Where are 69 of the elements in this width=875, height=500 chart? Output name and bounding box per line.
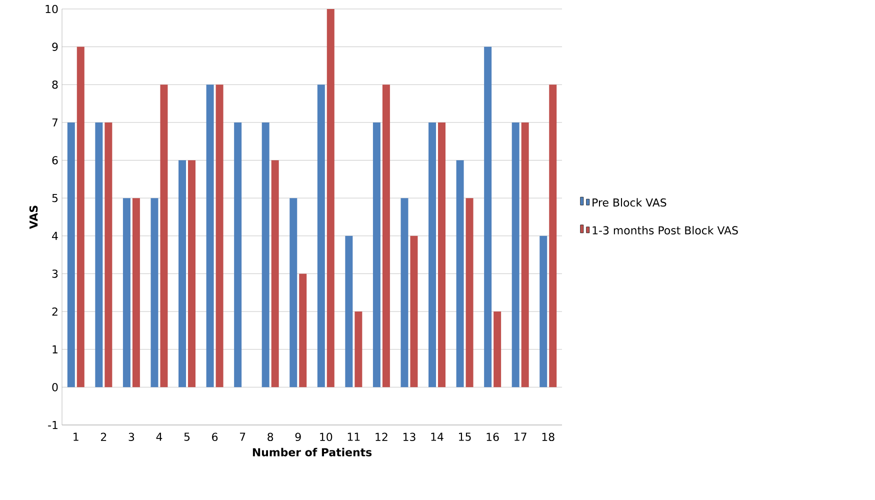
bar [290,198,298,388]
bar [410,236,418,388]
bar [521,122,529,388]
x-tick-label: 4 [156,432,162,441]
y-tick-label: -1 [48,420,58,429]
bar [95,122,103,388]
x-tick-label: 8 [268,432,274,442]
y-tick-label: 5 [52,194,58,202]
bar [178,160,186,388]
x-tick-label: 11 [348,432,360,441]
bar [299,274,307,388]
legend-label: Pre Block VAS [592,198,666,207]
bar [354,312,362,388]
bar [428,122,436,388]
bar [466,198,474,388]
x-tick-label: 15 [459,432,471,441]
y-tick-label: 3 [52,270,58,278]
x-tick-label: 12 [376,432,388,441]
y-axis-title: VAS [29,206,38,229]
bar [512,122,520,388]
bar [456,160,464,388]
bar [67,122,75,388]
bar [438,122,446,388]
x-tick-label: 14 [431,432,444,441]
bar [540,236,548,388]
y-tick-label: 7 [52,118,58,126]
bar [206,84,214,388]
y-tick-label: 2 [52,307,58,316]
x-tick-label: 18 [542,432,554,442]
bar [104,122,112,388]
bar [132,198,140,388]
bar [76,46,84,388]
y-tick-label: 0 [52,383,58,392]
bar [382,84,390,388]
bar [317,84,325,388]
bar [160,84,168,388]
legend-label: 1-3 months Post Block VAS [592,226,738,234]
bar [484,46,492,388]
y-tick-label: 4 [52,232,58,240]
y-tick-label: 10 [46,4,58,14]
x-tick-label: 13 [403,432,416,442]
x-tick-label: 7 [240,432,246,441]
x-tick-label: 10 [320,432,332,442]
bar [150,198,158,388]
bar [188,160,196,388]
bar [400,198,408,388]
y-tick-label: 9 [52,42,58,51]
y-tick-label: 6 [52,156,58,164]
x-tick-label: 1 [74,432,78,441]
x-tick-label: 17 [514,432,526,441]
bar [549,84,557,388]
bar [372,122,380,388]
bar [234,122,242,388]
bar [326,8,334,388]
bar [345,236,353,388]
x-tick-label: 2 [100,432,106,441]
y-tick-label: 8 [52,80,58,89]
bar [262,122,270,388]
bar [216,84,224,388]
y-tick-label: 1 [52,345,58,354]
x-tick-label: 3 [128,432,134,442]
x-tick-label: 16 [486,432,499,442]
bar [122,198,130,388]
x-tick-label: 9 [295,432,301,442]
x-tick-label: 6 [212,432,218,442]
bar [494,312,502,388]
x-tick-label: 5 [184,432,190,441]
x-axis-title: Number of Patients [252,448,372,456]
bar [271,160,279,388]
